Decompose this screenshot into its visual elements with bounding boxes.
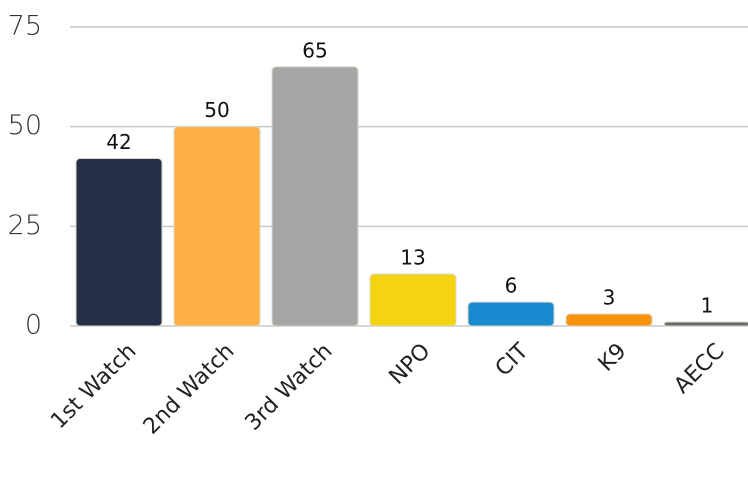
value-label: 3 (603, 286, 616, 310)
y-tick-label: 25 (8, 210, 42, 241)
value-label: 13 (400, 246, 425, 270)
bar (369, 273, 457, 327)
bar (663, 321, 748, 327)
bar (75, 158, 163, 327)
bar (565, 313, 653, 327)
y-tick-label: 0 (25, 310, 42, 341)
x-tick-label: NPO (385, 339, 436, 390)
x-tick-label: 2nd Watch (139, 339, 240, 440)
bar (173, 126, 261, 327)
value-label: 1 (701, 294, 714, 318)
x-tick-label: 3rd Watch (241, 339, 338, 436)
value-label: 65 (302, 38, 327, 62)
value-label: 50 (204, 98, 229, 122)
bar (467, 301, 555, 327)
x-tick-label: 1st Watch (46, 339, 141, 434)
bar (271, 66, 359, 327)
value-label: 42 (106, 130, 131, 154)
x-tick-label: K9 (594, 339, 632, 377)
y-tick-label: 75 (8, 11, 42, 42)
value-label: 6 (505, 274, 518, 298)
y-tick-label: 50 (8, 110, 42, 141)
x-tick-label: AECC (670, 339, 730, 399)
x-tick-label: CIT (491, 338, 534, 381)
